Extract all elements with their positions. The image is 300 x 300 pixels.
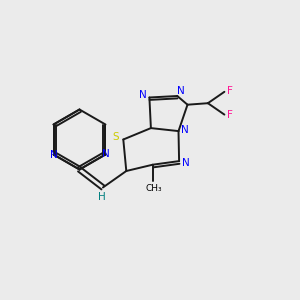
Text: N: N [182,158,190,168]
Text: H: H [98,191,105,202]
Text: N: N [50,150,58,160]
Text: F: F [227,110,233,120]
Text: N: N [139,90,147,100]
Text: N: N [177,86,185,97]
Text: CH₃: CH₃ [146,184,163,193]
Text: S: S [112,132,119,142]
Text: N: N [181,124,189,135]
Text: F: F [227,86,233,96]
Text: N: N [102,149,110,159]
